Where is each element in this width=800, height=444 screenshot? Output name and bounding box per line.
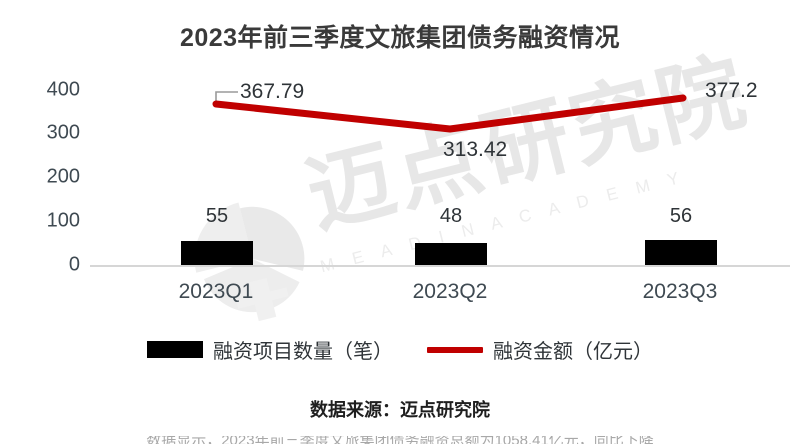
clipped-body-text: 数据显示，2023年前三季度文旅集团债务融资总额为1058.41亿元，同比下降 [0,436,800,444]
line-value-2023Q2: 313.42 [443,138,508,161]
bar-value-2023Q2: 48 [439,205,463,227]
bar-value-2023Q1: 55 [205,205,229,227]
legend-label-bar-series: 融资项目数量（笔） [213,341,393,363]
legend: 融资项目数量（笔） 融资金额（亿元） [0,335,800,364]
source-note: 数据来源：迈点研究院 [310,400,490,420]
x-label-2023Q3: 2023Q3 [642,280,718,303]
y-tick-0: 0 [68,253,80,276]
legend-swatch-bar-icon [147,341,203,358]
legend-item-bar-series[interactable]: 融资项目数量（笔） [147,335,393,364]
x-label-2023Q2: 2023Q2 [412,280,488,303]
x-label-2023Q1: 2023Q1 [178,280,254,303]
chart-title: 2023年前三季度文旅集团债务融资情况 [179,24,621,52]
y-tick-400: 400 [46,78,80,101]
bar-value-2023Q3: 56 [669,205,693,227]
y-tick-100: 100 [46,209,80,232]
legend-swatch-line-icon [427,346,483,353]
line-value-2023Q1: 367.79 [240,80,305,103]
y-tick-200: 200 [46,165,80,188]
y-tick-300: 300 [46,121,80,144]
bar-2023Q3[interactable] [645,240,717,265]
clipped-body-text-line: 数据显示，2023年前三季度文旅集团债务融资总额为1058.41亿元，同比下降 [0,436,800,444]
x-axis-line [90,265,790,267]
bar-2023Q2[interactable] [415,243,487,265]
legend-label-line-series: 融资金额（亿元） [493,341,653,363]
line-value-2023Q3: 377.2 [705,79,758,102]
bar-2023Q1[interactable] [181,241,253,265]
plot-area: 55 48 56 [90,85,790,270]
legend-item-line-series[interactable]: 融资金额（亿元） [427,335,653,364]
